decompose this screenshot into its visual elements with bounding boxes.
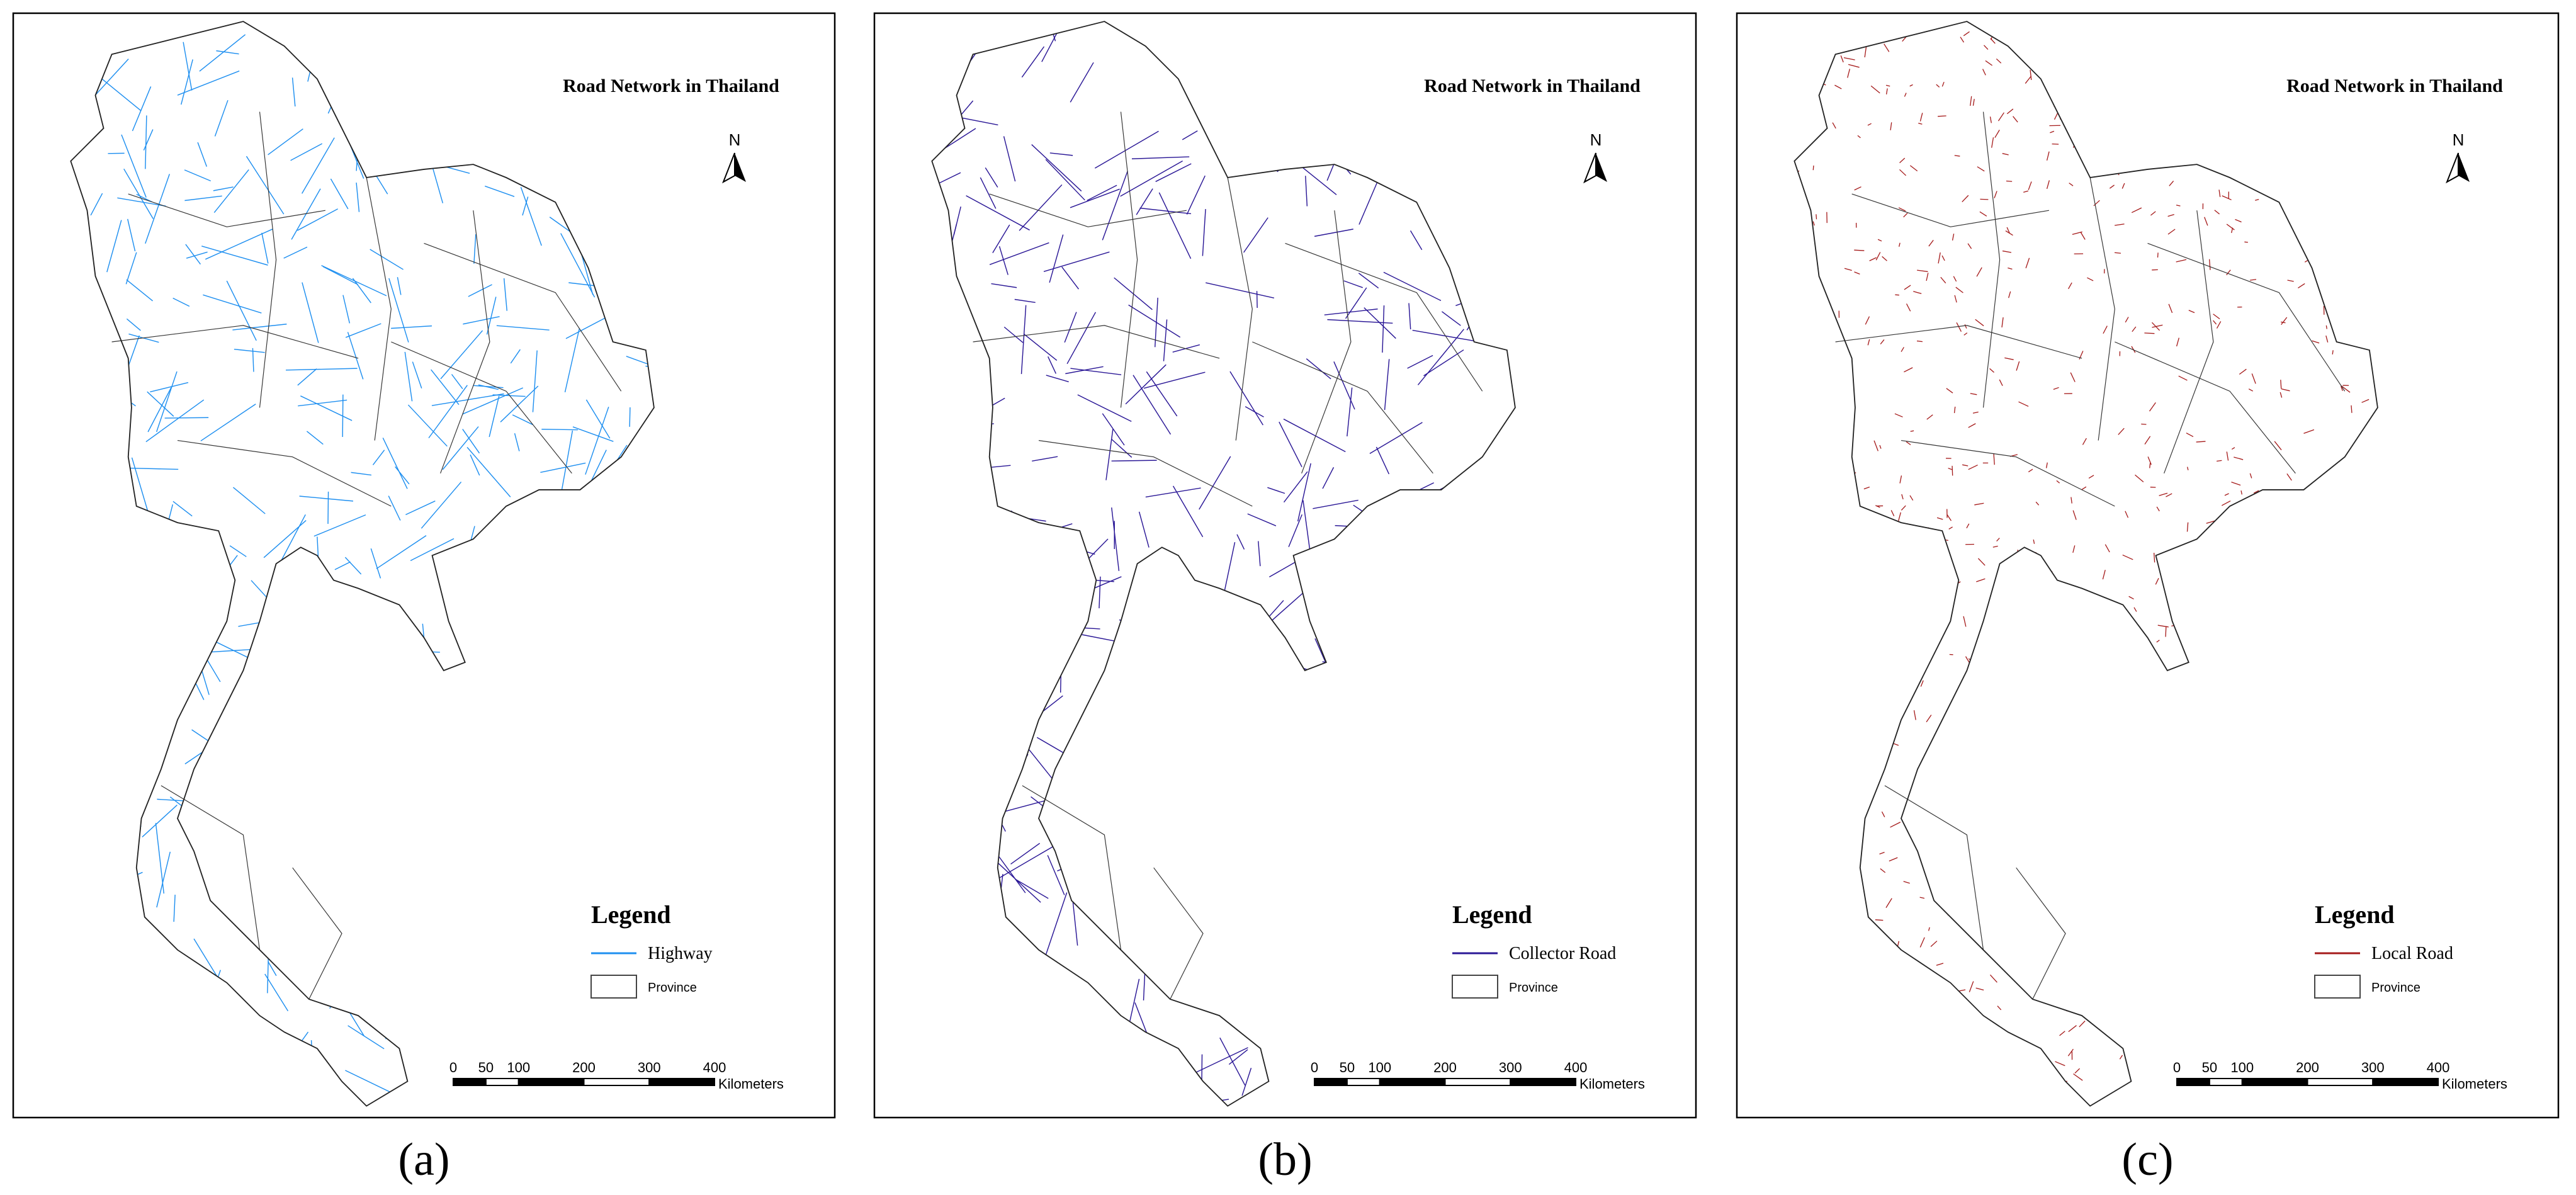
map-panel: Road Network in Thailand N Legend Collector… bbox=[873, 12, 1697, 1119]
scale-unit: Kilometers bbox=[2442, 1076, 2507, 1092]
scale-label: 200 bbox=[1433, 1060, 1457, 1075]
map-title: Road Network in Thailand bbox=[1424, 76, 1641, 96]
legend-swatch bbox=[1452, 975, 1498, 999]
scale-label: 100 bbox=[1368, 1060, 1391, 1075]
scale-label: 50 bbox=[1340, 1060, 1355, 1075]
scale-label: 50 bbox=[478, 1060, 494, 1075]
scale-label: 300 bbox=[2361, 1060, 2385, 1075]
legend-label: Province bbox=[648, 981, 697, 995]
north-label: N bbox=[2453, 130, 2465, 149]
scale-label: 400 bbox=[1564, 1060, 1588, 1075]
scale-segment bbox=[1379, 1078, 1446, 1086]
legend-title: Legend bbox=[2315, 900, 2395, 929]
province-borders bbox=[973, 111, 1483, 1000]
scale-segment bbox=[1346, 1078, 1381, 1086]
scale-segment bbox=[2307, 1078, 2374, 1086]
scale-label: 200 bbox=[572, 1060, 596, 1075]
scale-segment bbox=[648, 1078, 715, 1086]
legend-title: Legend bbox=[1452, 900, 1532, 929]
scale-label: 200 bbox=[2296, 1060, 2319, 1075]
north-label: N bbox=[729, 130, 741, 149]
scale-segment bbox=[2372, 1078, 2439, 1086]
scale-label: 400 bbox=[703, 1060, 726, 1075]
scale-label: 50 bbox=[2202, 1060, 2217, 1075]
map-title: Road Network in Thailand bbox=[563, 76, 779, 96]
north-arrow bbox=[1596, 153, 1607, 182]
legend-label: Province bbox=[2371, 981, 2421, 995]
legend-label: Collector Road bbox=[1509, 944, 1616, 963]
scale-segment bbox=[1314, 1078, 1348, 1086]
north-arrow bbox=[2458, 153, 2470, 182]
legend-label: Local Road bbox=[2371, 944, 2453, 963]
scale-segment bbox=[485, 1078, 519, 1086]
panel-caption: (c) bbox=[2121, 1134, 2173, 1186]
north-label: N bbox=[1590, 130, 1602, 149]
scale-label: 0 bbox=[1311, 1060, 1318, 1075]
legend-label: Province bbox=[1509, 981, 1558, 995]
legend-label: Highway bbox=[648, 944, 713, 963]
north-arrow bbox=[735, 153, 746, 182]
province-borders bbox=[1835, 111, 2346, 1000]
scale-segment bbox=[2208, 1078, 2243, 1086]
scale-label: 300 bbox=[1499, 1060, 1522, 1075]
scale-segment bbox=[583, 1078, 650, 1086]
scale-segment bbox=[1510, 1078, 1576, 1086]
scale-segment bbox=[1444, 1078, 1511, 1086]
scale-label: 0 bbox=[2173, 1060, 2181, 1075]
scale-label: 400 bbox=[2427, 1060, 2450, 1075]
map-panel: Road Network in Thailand N Legend Highway Pr… bbox=[12, 12, 836, 1119]
scale-label: 100 bbox=[2230, 1060, 2254, 1075]
legend-swatch bbox=[590, 975, 637, 999]
scale-unit: Kilometers bbox=[718, 1076, 784, 1092]
legend-swatch bbox=[2314, 975, 2361, 999]
panel-caption: (b) bbox=[1258, 1134, 1312, 1186]
scale-label: 100 bbox=[507, 1060, 530, 1075]
legend-title: Legend bbox=[591, 900, 671, 929]
panel-caption: (a) bbox=[398, 1134, 449, 1186]
scale-label: 300 bbox=[638, 1060, 661, 1075]
province-borders bbox=[111, 111, 622, 1000]
map-panel: Road Network in Thailand N Legend Local Roa… bbox=[1736, 12, 2560, 1119]
scale-segment bbox=[517, 1078, 585, 1086]
map-title: Road Network in Thailand bbox=[2286, 76, 2503, 96]
scale-label: 0 bbox=[449, 1060, 457, 1075]
scale-unit: Kilometers bbox=[1579, 1076, 1645, 1092]
scale-segment bbox=[2241, 1078, 2308, 1086]
scale-segment bbox=[453, 1078, 487, 1086]
scale-segment bbox=[2176, 1078, 2210, 1086]
